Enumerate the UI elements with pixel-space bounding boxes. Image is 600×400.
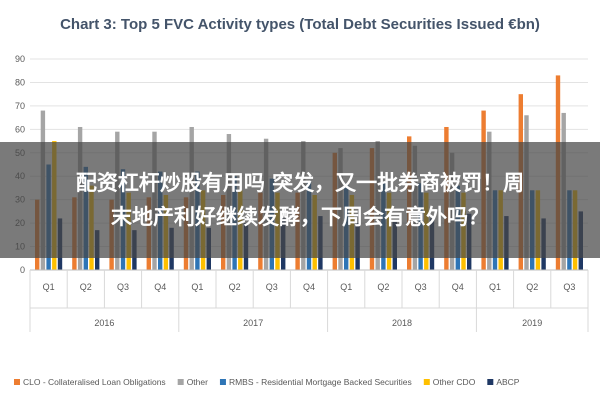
- legend-swatch: [219, 379, 226, 385]
- year-label: 2017: [243, 318, 263, 328]
- overlay-line-1[interactable]: 配资杠杆炒股有用吗 突发，又一批券商被罚！周: [75, 171, 525, 195]
- overlay-line-2[interactable]: 末地产利好继续发酵，下周会有意外吗？: [111, 205, 489, 229]
- legend-swatch: [487, 379, 494, 385]
- legend-label: RMBS - Residential Mortgage Backed Secur…: [229, 377, 412, 387]
- x-tick-label: Q4: [303, 282, 315, 292]
- x-tick-label: Q3: [117, 282, 129, 292]
- legend-label: ABCP: [496, 377, 519, 387]
- y-tick-label: 80: [15, 77, 25, 87]
- overlay-headline[interactable]: 配资杠杆炒股有用吗 突发，又一批券商被罚！周 末地产利好继续发酵，下周会有意外吗…: [15, 166, 585, 234]
- x-tick-label: Q1: [43, 282, 55, 292]
- x-tick-label: Q3: [415, 282, 427, 292]
- x-tick-label: Q2: [80, 282, 92, 292]
- x-tick-label: Q2: [377, 282, 389, 292]
- x-tick-label: Q1: [191, 282, 203, 292]
- x-tick-label: Q3: [266, 282, 278, 292]
- x-tick-label: Q1: [489, 282, 501, 292]
- y-tick-label: 0: [20, 265, 25, 275]
- y-tick-label: 90: [15, 54, 25, 64]
- y-tick-label: 70: [15, 101, 25, 111]
- overlay-banner[interactable]: 配资杠杆炒股有用吗 突发，又一批券商被罚！周 末地产利好继续发酵，下周会有意外吗…: [0, 142, 600, 258]
- y-tick-label: 60: [15, 124, 25, 134]
- legend-swatch: [423, 379, 430, 385]
- legend-label: Other CDO: [433, 377, 476, 387]
- x-tick-label: Q2: [229, 282, 241, 292]
- x-tick-label: Q4: [452, 282, 464, 292]
- x-tick-label: Q2: [526, 282, 538, 292]
- legend: CLO - Collateralised Loan Obligations Oth…: [14, 377, 520, 387]
- x-tick-label: Q4: [154, 282, 166, 292]
- year-label: 2016: [94, 318, 114, 328]
- legend-swatch: [177, 379, 184, 385]
- year-label: 2019: [522, 318, 542, 328]
- legend-label: CLO - Collateralised Loan Obligations: [23, 377, 166, 387]
- x-tick-label: Q1: [340, 282, 352, 292]
- legend-label: Other: [187, 377, 208, 387]
- chart-title: Chart 3: Top 5 FVC Activity types (Total…: [60, 16, 540, 33]
- year-label: 2018: [392, 318, 412, 328]
- x-tick-label: Q3: [563, 282, 575, 292]
- legend-swatch: [14, 379, 20, 385]
- x-axis: Q1 Q2 Q3 Q4 Q1 Q2 Q3 Q4 Q1 Q2 Q3 Q4 Q1 Q2 Q3 2016 2017 20…: [29, 269, 589, 332]
